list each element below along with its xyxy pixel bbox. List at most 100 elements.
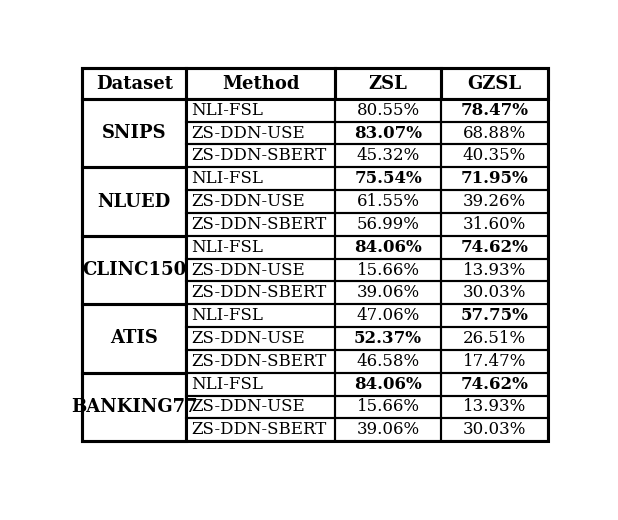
Bar [335, 396, 441, 419]
Text: 46.58%: 46.58% [357, 353, 420, 370]
Bar [441, 69, 548, 99]
Bar [441, 99, 548, 122]
Bar [441, 190, 548, 213]
Bar [335, 99, 441, 122]
Bar [441, 419, 548, 441]
Text: 13.93%: 13.93% [463, 398, 526, 415]
Bar [187, 145, 335, 167]
Bar [82, 236, 187, 304]
Bar [335, 145, 441, 167]
Text: ATIS: ATIS [110, 330, 158, 347]
Bar [187, 122, 335, 145]
Bar [82, 304, 187, 373]
Text: 75.54%: 75.54% [354, 170, 422, 187]
Bar [335, 327, 441, 350]
Text: ZS-DDN-SBERT: ZS-DDN-SBERT [191, 353, 326, 370]
Text: 78.47%: 78.47% [460, 102, 528, 119]
Bar [187, 69, 335, 99]
Bar [187, 99, 335, 122]
Bar [335, 373, 441, 396]
Text: ZS-DDN-SBERT: ZS-DDN-SBERT [191, 147, 326, 164]
Text: 39.26%: 39.26% [463, 193, 526, 210]
Text: 80.55%: 80.55% [357, 102, 420, 119]
Bar [441, 145, 548, 167]
Text: 61.55%: 61.55% [357, 193, 420, 210]
Text: 57.75%: 57.75% [460, 307, 528, 324]
Text: ZS-DDN-SBERT: ZS-DDN-SBERT [191, 421, 326, 438]
Text: ZS-DDN-SBERT: ZS-DDN-SBERT [191, 216, 326, 233]
Bar [335, 236, 441, 258]
Text: 83.07%: 83.07% [354, 125, 422, 141]
Bar [441, 304, 548, 327]
Text: 68.88%: 68.88% [463, 125, 526, 141]
Bar [187, 281, 335, 304]
Text: NLUED: NLUED [98, 192, 171, 211]
Bar [335, 122, 441, 145]
Bar [441, 373, 548, 396]
Bar [82, 69, 187, 99]
Text: 52.37%: 52.37% [354, 330, 422, 347]
Text: Method: Method [222, 75, 300, 93]
Text: ZS-DDN-USE: ZS-DDN-USE [191, 330, 305, 347]
Text: 71.95%: 71.95% [460, 170, 528, 187]
Text: 30.03%: 30.03% [463, 284, 526, 301]
Bar [187, 327, 335, 350]
Bar [187, 213, 335, 236]
Bar [335, 258, 441, 281]
Text: Dataset: Dataset [96, 75, 173, 93]
Text: 56.99%: 56.99% [357, 216, 420, 233]
Text: NLI-FSL: NLI-FSL [191, 307, 263, 324]
Text: 47.06%: 47.06% [357, 307, 420, 324]
Bar [335, 167, 441, 190]
Bar [187, 190, 335, 213]
Text: 13.93%: 13.93% [463, 262, 526, 279]
Bar [441, 167, 548, 190]
Text: 15.66%: 15.66% [357, 262, 420, 279]
Text: 45.32%: 45.32% [357, 147, 420, 164]
Text: ZS-DDN-USE: ZS-DDN-USE [191, 125, 305, 141]
Bar [441, 122, 548, 145]
Bar [82, 373, 187, 441]
Bar [441, 396, 548, 419]
Bar [441, 213, 548, 236]
Text: 39.06%: 39.06% [357, 284, 420, 301]
Text: NLI-FSL: NLI-FSL [191, 102, 263, 119]
Bar [335, 281, 441, 304]
Text: BANKING77: BANKING77 [71, 398, 198, 416]
Bar [187, 419, 335, 441]
Bar [187, 304, 335, 327]
Bar [335, 190, 441, 213]
Text: 30.03%: 30.03% [463, 421, 526, 438]
Bar [187, 373, 335, 396]
Bar [441, 350, 548, 373]
Text: 39.06%: 39.06% [357, 421, 420, 438]
Text: ZS-DDN-SBERT: ZS-DDN-SBERT [191, 284, 326, 301]
Text: 40.35%: 40.35% [463, 147, 526, 164]
Text: 74.62%: 74.62% [460, 375, 528, 393]
Text: 84.06%: 84.06% [354, 375, 422, 393]
Bar [441, 236, 548, 258]
Text: NLI-FSL: NLI-FSL [191, 375, 263, 393]
Text: NLI-FSL: NLI-FSL [191, 170, 263, 187]
Bar [82, 167, 187, 236]
Bar [187, 236, 335, 258]
Bar [335, 304, 441, 327]
Bar [335, 419, 441, 441]
Bar [441, 327, 548, 350]
Text: CLINC150: CLINC150 [82, 261, 187, 279]
Text: 26.51%: 26.51% [463, 330, 526, 347]
Bar [187, 258, 335, 281]
Bar [441, 258, 548, 281]
Text: GZSL: GZSL [467, 75, 522, 93]
Text: 84.06%: 84.06% [354, 239, 422, 256]
Text: ZSL: ZSL [369, 75, 407, 93]
Bar [187, 350, 335, 373]
Text: ZS-DDN-USE: ZS-DDN-USE [191, 262, 305, 279]
Bar [441, 281, 548, 304]
Text: 17.47%: 17.47% [463, 353, 526, 370]
Text: 31.60%: 31.60% [463, 216, 526, 233]
Text: 15.66%: 15.66% [357, 398, 420, 415]
Text: ZS-DDN-USE: ZS-DDN-USE [191, 193, 305, 210]
Bar [335, 350, 441, 373]
Bar [82, 99, 187, 167]
